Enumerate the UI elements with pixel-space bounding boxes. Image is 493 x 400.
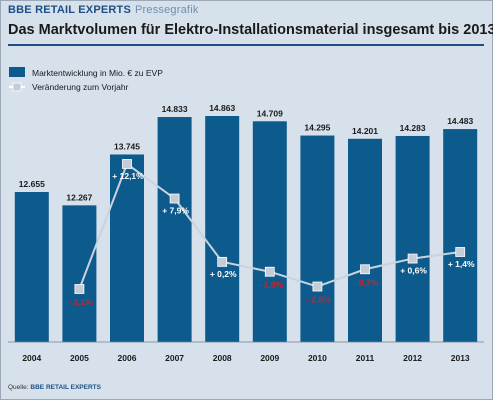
change-marker: [312, 281, 323, 292]
bar-value-label: 12.267: [66, 192, 92, 202]
bar-2007: [157, 117, 192, 342]
change-marker: [407, 253, 418, 264]
bar-value-label: 13.745: [114, 141, 140, 151]
change-label: + 7,9%: [162, 206, 189, 216]
bar-2012: [395, 135, 430, 342]
change-marker: [455, 247, 466, 257]
x-tick-label: 2012: [403, 353, 422, 363]
bar-2008: [205, 116, 240, 342]
bar-value-labels: 12.655 12.267 13.745 14.833 14.863 14.709 14.2…: [19, 103, 474, 202]
change-marker: [360, 264, 370, 275]
brand-header: BBE RETAIL EXPERTS Pressegrafik: [8, 4, 199, 16]
x-tick-label: 2006: [118, 353, 137, 363]
change-marker: [74, 284, 85, 294]
bar-value-label: 14.295: [304, 123, 330, 133]
line-layer: - 3,1% + 12,1% + 7,9% + 0,2% - 1,0% - 2,8% - 0…: [68, 159, 475, 307]
change-marker: [122, 159, 132, 169]
legend-bar-swatch: [9, 67, 25, 77]
bar-2013: [443, 129, 478, 342]
bar-2011: [348, 138, 382, 342]
bar-2010: [300, 135, 335, 342]
x-tick-label: 2013: [451, 353, 470, 363]
legend-bar-label: Marktentwicklung in Mio. € zu EVP: [32, 68, 163, 78]
change-marker: [264, 266, 275, 277]
source-prefix: Quelle:: [8, 384, 29, 391]
x-tick-label: 2010: [308, 353, 327, 363]
change-label: + 0,2%: [210, 269, 237, 279]
bar-2005: [62, 205, 97, 342]
bar-value-label: 14.201: [352, 126, 378, 136]
legend: Marktentwicklung in Mio. € zu EVP Veränd…: [9, 67, 163, 92]
x-tick-label: 2004: [22, 353, 41, 363]
change-label: - 1,0%: [259, 280, 284, 290]
x-tick-label: 2009: [260, 353, 279, 363]
title-divider: [8, 44, 484, 46]
x-tick-label: 2008: [213, 353, 232, 363]
source-brand: BBE RETAIL EXPERTS: [30, 384, 101, 391]
chart-title: Das Marktvolumen für Elektro-Installatio…: [8, 22, 493, 38]
change-label: - 2,8%: [306, 295, 331, 305]
bar-value-label: 14.283: [400, 123, 426, 133]
change-label: + 1,4%: [448, 259, 475, 269]
bars-layer: [14, 116, 478, 343]
bar-2009: [252, 121, 287, 343]
legend-line-label: Veränderung zum Vorjahr: [32, 82, 129, 92]
bar-value-label: 14.833: [162, 104, 188, 114]
change-marker: [169, 193, 180, 204]
bar-value-label: 14.709: [257, 108, 283, 118]
change-marker: [217, 256, 228, 267]
bar-2006: [110, 154, 144, 342]
bar-value-label: 12.655: [19, 179, 45, 189]
bar-2004: [14, 192, 49, 342]
bar-value-label: 14.863: [209, 103, 235, 113]
legend-marker-swatch: [12, 82, 22, 92]
change-label: + 0,6%: [400, 266, 427, 276]
source-note: Quelle: BBE RETAIL EXPERTS: [8, 384, 101, 391]
change-label: - 3,1%: [68, 297, 93, 307]
x-axis: 2004 2005 2006 2007 2008 2009 2010 2011 2012 2013: [8, 341, 484, 363]
bar-value-label: 14.483: [447, 116, 473, 126]
x-tick-label: 2011: [356, 353, 375, 363]
x-tick-label: 2005: [70, 353, 89, 363]
brand-name: BBE RETAIL EXPERTS: [8, 4, 131, 16]
change-label: + 12,1%: [112, 171, 144, 181]
brand-subtitle: Pressegrafik: [135, 4, 199, 16]
x-tick-label: 2007: [165, 353, 184, 363]
change-label: - 0,7%: [354, 277, 379, 287]
